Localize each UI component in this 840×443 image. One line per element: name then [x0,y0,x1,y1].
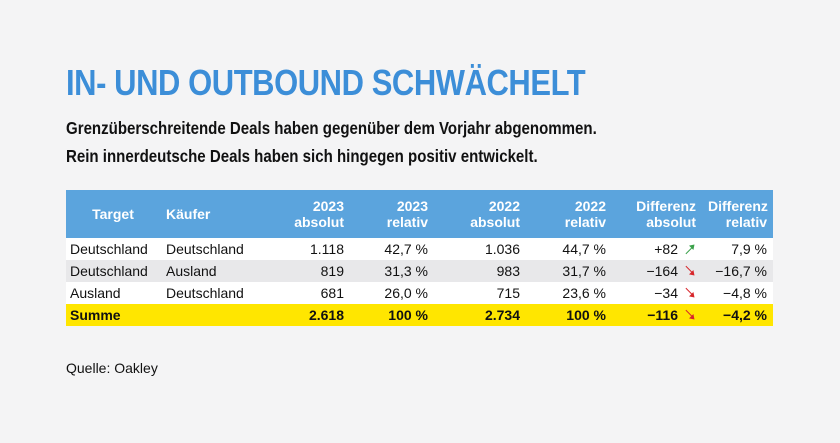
header-target: Target [92,206,134,222]
header-kaeufer: Käufer [166,206,211,222]
header-differenz-relativ: Differenz relativ [708,198,768,230]
table-row: Deutschland Deutschland 1.118 42,7 % 1.0… [66,238,773,260]
deals-table: Target Käufer 2023 absolut 2023 relativ 20… [66,190,773,326]
header-differenz-absolut: Differenz absolut [636,198,696,230]
cell-kaeufer: Ausland [166,263,217,279]
cell-diff-abs: +82 [612,238,702,260]
cell-diff-rel: −4,8 % [723,285,767,301]
header-2022-relativ: 2022 relativ [564,198,606,230]
cell-target: Deutschland [70,263,148,279]
source-note: Quelle: Oakley [66,360,158,376]
cell-diff-rel: −16,7 % [715,263,767,279]
arrow-down-right-icon [685,265,695,276]
table-header-row: Target Käufer 2023 absolut 2023 relativ 20… [66,190,773,238]
cell-rel2023: 31,3 % [384,263,428,279]
cell-rel2022: 44,7 % [562,241,606,257]
table-row: Deutschland Ausland 819 31,3 % 983 31,7 … [66,260,773,282]
cell-diff-abs: −34 [612,282,702,304]
cell-rel2022: 23,6 % [562,285,606,301]
cell-kaeufer: Deutschland [166,241,244,257]
cell-rel2022: 100 % [566,307,606,323]
cell-abs2022: 1.036 [484,241,520,257]
cell-empty [160,304,248,326]
cell-target: Ausland [70,285,121,301]
arrow-down-right-icon [685,309,695,320]
subtitle-line-2: Rein innerdeutsche Deals haben sich hing… [66,146,538,166]
arrow-up-right-icon [685,244,695,255]
cell-abs2023: 2.618 [308,307,344,323]
header-2023-absolut: 2023 absolut [294,198,344,230]
subtitle-line-1: Grenzüberschreitende Deals haben gegenüb… [66,118,597,138]
arrow-down-right-icon [685,287,695,298]
table-row: Ausland Deutschland 681 26,0 % 715 23,6 … [66,282,773,304]
cell-diff-abs: −116 [612,304,702,326]
cell-rel2023: 26,0 % [384,285,428,301]
cell-abs2022: 2.734 [484,307,520,323]
cell-rel2023: 100 % [388,307,428,323]
cell-rel2022: 31,7 % [562,263,606,279]
cell-abs2023: 819 [320,263,344,279]
header-2023-relativ: 2023 relativ [386,198,428,230]
cell-diff-rel: −4,2 % [723,307,767,323]
cell-diff-abs: −164 [612,260,702,282]
cell-diff-rel: 7,9 % [731,241,767,257]
cell-sum-label: Summe [70,307,121,323]
cell-kaeufer: Deutschland [166,285,244,301]
cell-rel2023: 42,7 % [384,241,428,257]
cell-abs2023: 1.118 [310,241,344,257]
cell-target: Deutschland [70,241,148,257]
cell-abs2023: 681 [320,285,344,301]
cell-abs2022: 983 [496,263,520,279]
header-2022-absolut: 2022 absolut [470,198,520,230]
page-title: IN- UND OUTBOUND SCHWÄCHELT [66,62,586,103]
cell-abs2022: 715 [496,285,520,301]
table-sum-row: Summe 2.618 100 % 2.734 100 % −116 −4,2 … [66,304,773,326]
